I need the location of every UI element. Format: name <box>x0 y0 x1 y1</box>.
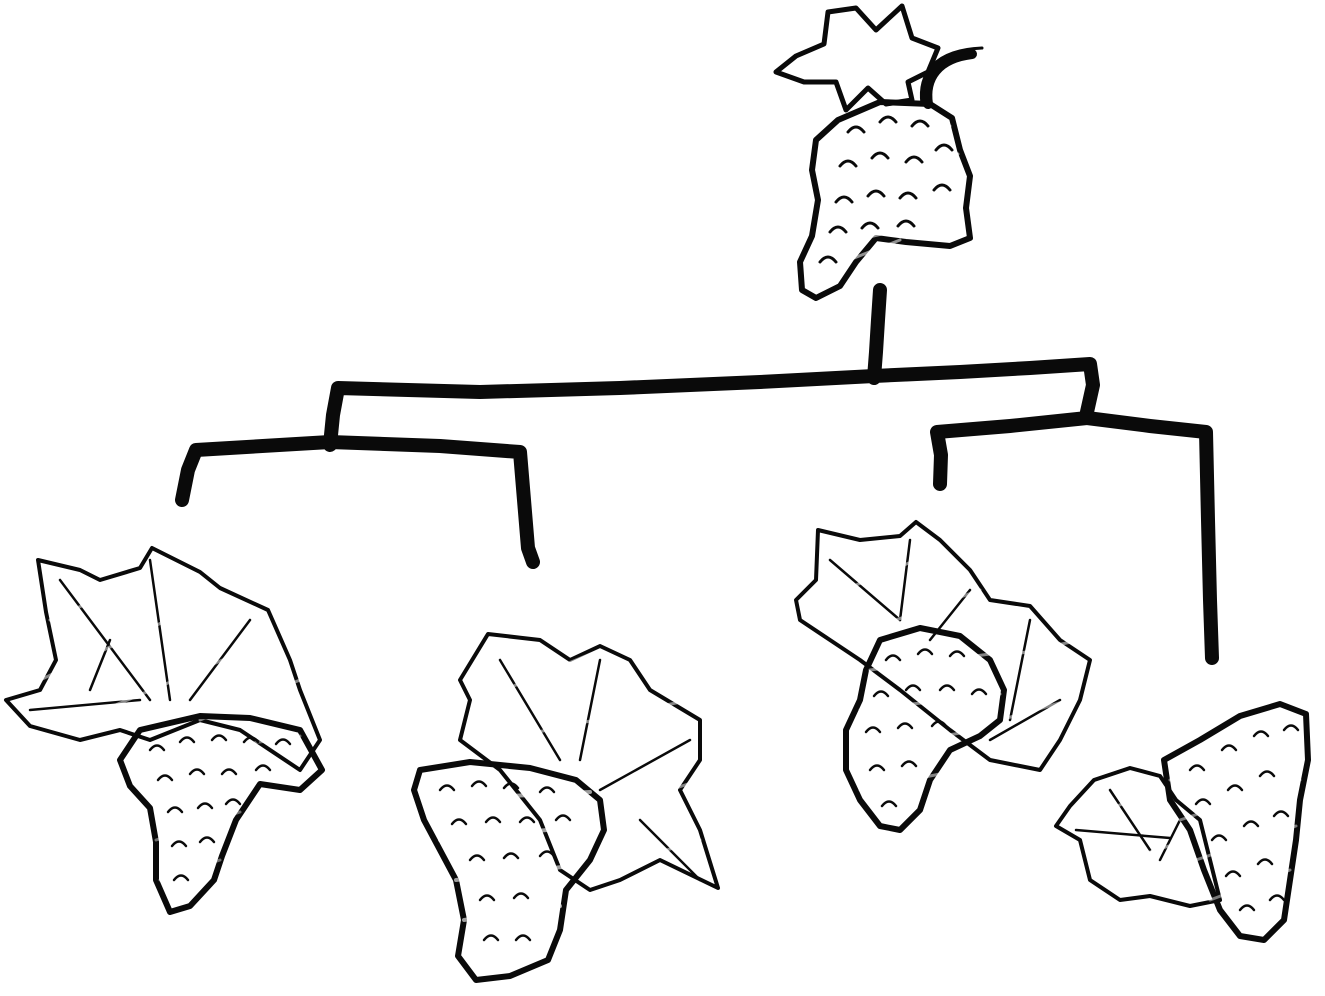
leaf-node-3 <box>794 520 1092 833</box>
left-branch-line <box>175 435 540 569</box>
leaf-node-1 <box>4 546 325 915</box>
leaf3-vine-leaf <box>794 520 1092 772</box>
root-tendril-outline <box>919 46 984 106</box>
leaf-node-2 <box>411 632 720 983</box>
root-leaf <box>773 3 941 113</box>
leaf1-grape-cluster <box>117 713 325 915</box>
main-branch-line <box>323 357 1100 452</box>
root-grape-cluster <box>797 99 973 301</box>
blue-grape-bunch-icon <box>411 632 720 983</box>
golden-grape-bunch-icon <box>1054 701 1311 943</box>
leaf1-vine-leaf <box>4 546 322 772</box>
leaf-node-4 <box>1054 701 1311 943</box>
right-branch-line <box>930 411 1219 665</box>
root-tendril <box>922 49 977 109</box>
yellow-green-grape-bunch-icon <box>794 520 1092 833</box>
leaf2-vine-leaf <box>458 632 720 892</box>
root-node <box>773 3 984 301</box>
purple-grape-bunch-icon <box>773 3 984 301</box>
leaf4-grape-cluster <box>1161 701 1311 943</box>
tree-connectors <box>175 283 1219 665</box>
root-stem-line <box>867 283 887 385</box>
leaf2-grape-cluster <box>411 759 607 983</box>
dark-purple-grape-bunch-icon <box>4 546 325 915</box>
